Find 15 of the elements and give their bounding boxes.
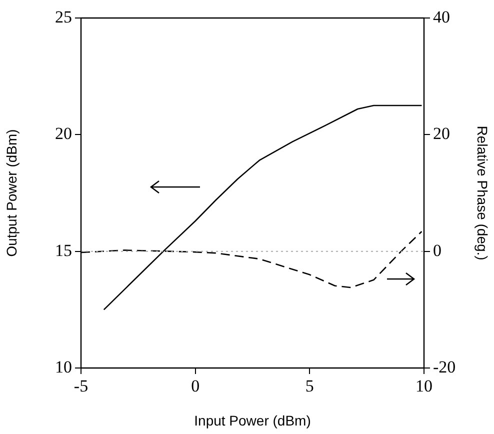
y2-tick-label: 0 xyxy=(433,240,442,260)
y2-tick-label: -20 xyxy=(433,357,456,376)
y-tick-label: 25 xyxy=(55,7,72,26)
y-tick-label: 15 xyxy=(55,240,72,260)
y2-tick-label: 40 xyxy=(433,7,450,26)
y2-axis-title: Relative Phase (deg.) xyxy=(474,126,491,260)
x-tick-label: 10 xyxy=(416,376,432,396)
y2-tick-label: 20 xyxy=(433,124,450,144)
y-tick-label: 20 xyxy=(55,124,72,144)
x-axis-title: Input Power (dBm) xyxy=(194,412,311,428)
x-tick-label: 5 xyxy=(305,376,314,396)
x-tick-label: 0 xyxy=(191,376,200,396)
y-tick-label: 10 xyxy=(55,357,72,376)
y-axis-title: Output Power (dBm) xyxy=(3,129,20,257)
x-tick-label: -5 xyxy=(74,376,88,396)
